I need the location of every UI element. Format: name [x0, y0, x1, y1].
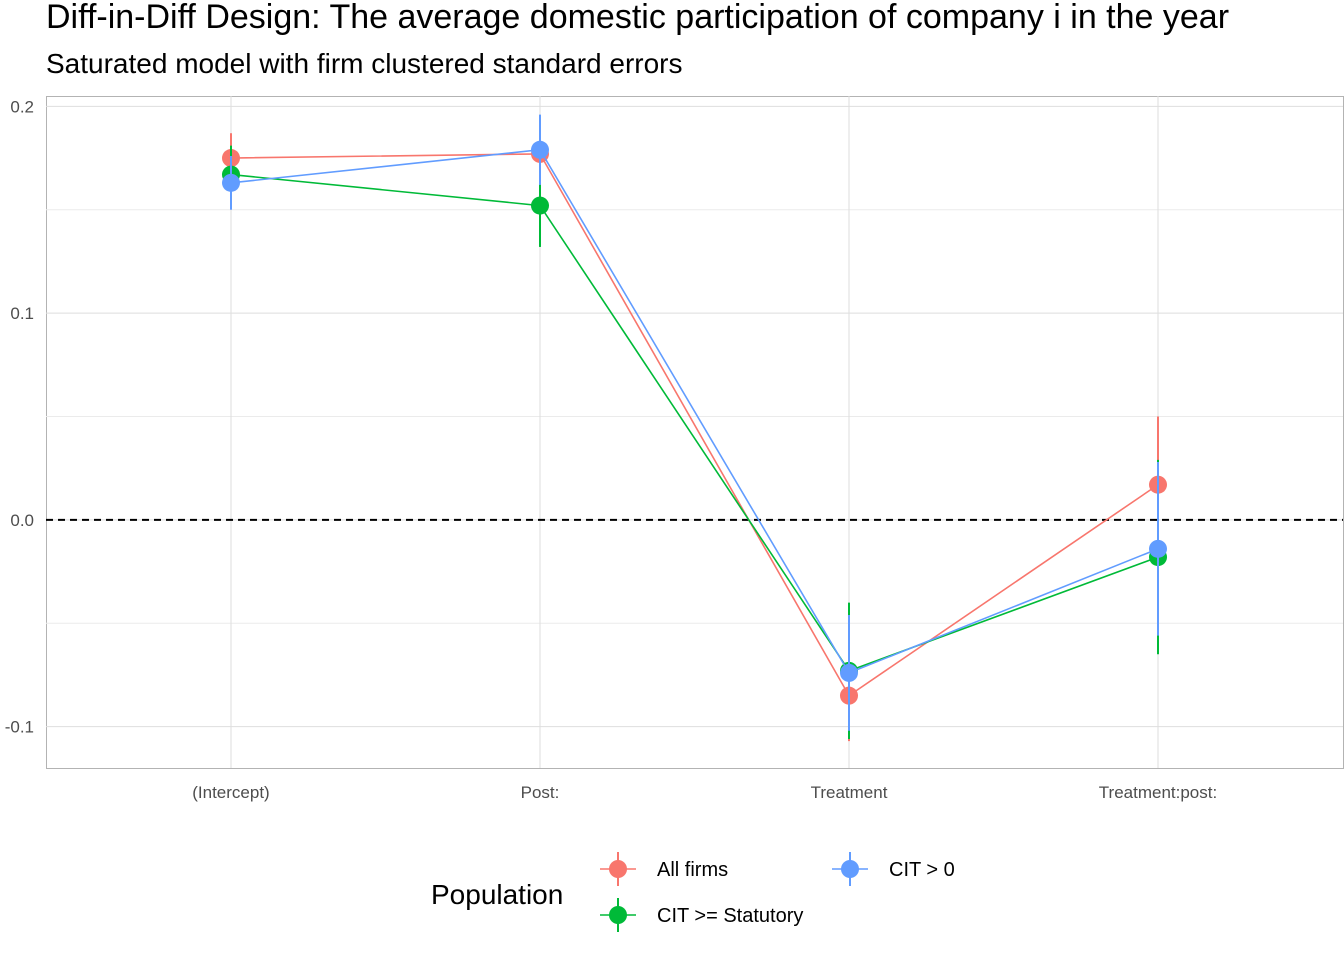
series-0	[222, 122, 1167, 742]
x-tick-label: Treatment:post:	[1099, 783, 1217, 802]
legend-key-point	[609, 906, 627, 924]
grid-lines	[46, 96, 1343, 768]
series-2	[222, 114, 1167, 731]
chart-subtitle: Saturated model with firm clustered stan…	[46, 48, 683, 79]
data-point	[222, 173, 240, 192]
data-point	[531, 140, 549, 159]
y-axis-ticks: -0.1 0.0 0.1 0.2	[5, 97, 34, 736]
legend-item: CIT > 0	[832, 852, 955, 886]
chart-title: Diff-in-Diff Design: The average domesti…	[46, 0, 1230, 36]
legend-label: All firms	[657, 859, 728, 881]
x-tick-label: Treatment	[811, 783, 888, 802]
legend-item: CIT >= Statutory	[600, 898, 803, 932]
series-1	[222, 145, 1167, 740]
legend-key-point	[609, 860, 627, 878]
data-point	[1149, 539, 1167, 558]
legend-label: CIT > 0	[889, 859, 955, 881]
series-line	[230, 173, 1159, 672]
series-line	[230, 153, 1159, 697]
x-tick-label: (Intercept)	[192, 783, 269, 802]
data-point	[531, 196, 549, 215]
y-tick-label: -0.1	[5, 718, 34, 737]
series-line	[230, 148, 1159, 674]
legend-item: All firms	[600, 852, 728, 886]
legend-key-point	[841, 860, 859, 878]
x-tick-label: Post:	[521, 783, 560, 802]
legend-title: Population	[431, 879, 563, 910]
y-tick-label: 0.1	[10, 304, 34, 323]
y-tick-label: 0.0	[10, 511, 34, 530]
data-point	[840, 663, 858, 682]
plot-panel-border	[46, 96, 1344, 769]
legend-label: CIT >= Statutory	[657, 905, 803, 927]
legend: Population All firms CIT >= Statutory CIT >…	[431, 852, 955, 932]
x-axis-ticks: (Intercept) Post: Treatment Treatment:post:	[192, 783, 1217, 802]
y-tick-label: 0.2	[10, 97, 34, 116]
series-group	[222, 114, 1167, 742]
